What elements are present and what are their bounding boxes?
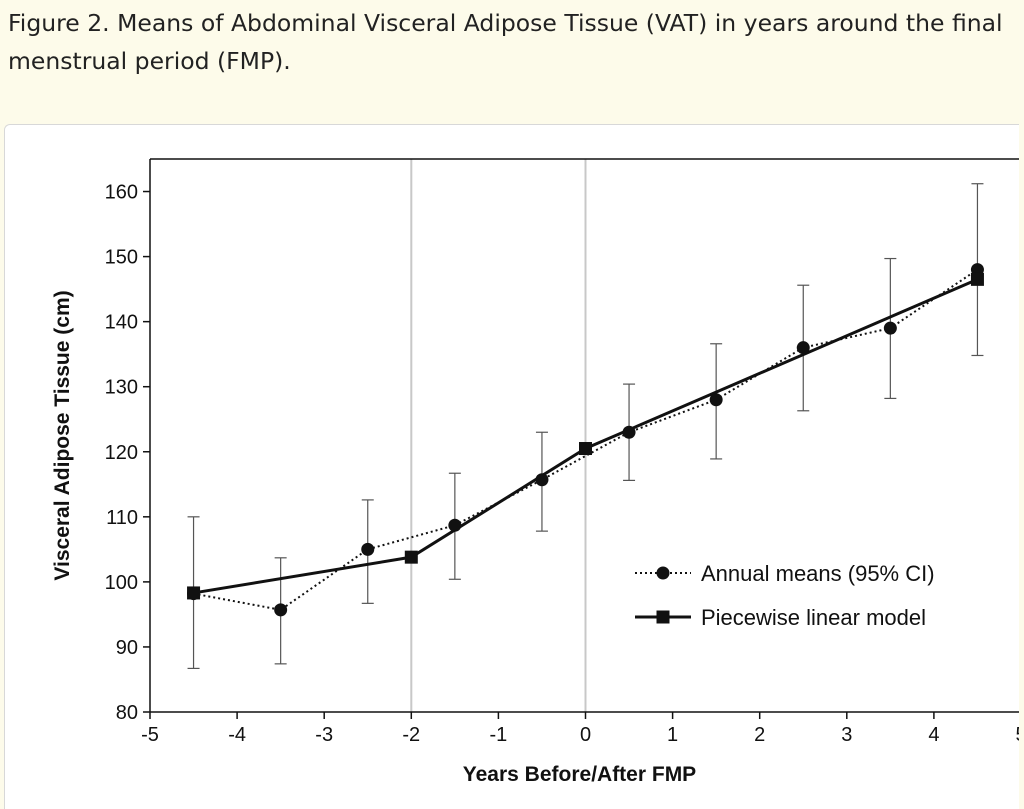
figure-caption: Figure 2. Means of Abdominal Visceral Ad…	[8, 9, 1003, 75]
x-tick-label: 2	[754, 724, 765, 746]
chart-legend: Annual means (95% CI) Piecewise linear mo…	[635, 561, 935, 630]
legend-label-annual-means: Annual means (95% CI)	[701, 561, 935, 586]
annual-mean-point	[622, 425, 636, 439]
piecewise-model-point	[579, 442, 592, 456]
y-tick-label: 150	[105, 247, 138, 269]
x-tick-label: -4	[228, 724, 246, 746]
annual-mean-point	[970, 263, 984, 277]
x-tick-label: 3	[841, 724, 852, 746]
x-tick-label: -3	[315, 724, 333, 746]
piecewise-model-point	[404, 550, 418, 564]
legend-marker-circle	[656, 566, 670, 580]
annual-mean-point	[448, 518, 462, 532]
y-tick-label: 80	[116, 702, 138, 724]
annual-mean-point	[274, 603, 288, 617]
annual-means-line	[193, 268, 979, 611]
y-tick-label: 100	[105, 572, 138, 594]
y-tick-label: 130	[105, 377, 138, 399]
x-tick-label: 4	[928, 724, 939, 746]
annual-mean-point	[709, 393, 723, 407]
y-tick-label: 90	[116, 637, 138, 659]
piecewise-model-line	[193, 277, 979, 595]
chart-figure: 80 90 100 110 120 130 140 150 160 -5 -4 -3 -2 -1 0 1 2 3 4…	[4, 124, 1019, 809]
y-tick-label: 160	[105, 182, 138, 204]
y-tick-label: 120	[105, 442, 138, 464]
annual-mean-point	[883, 321, 897, 335]
legend-marker-square	[656, 610, 670, 624]
vat-line-chart: 80 90 100 110 120 130 140 150 160 -5 -4 -3 -2 -1 0 1 2 3 4…	[51, 158, 1019, 786]
annual-mean-point	[796, 341, 810, 355]
annual-mean-point	[535, 473, 549, 487]
x-tick-label: 0	[580, 724, 591, 746]
y-tick-label: 110	[106, 507, 138, 529]
y-axis-title: Visceral Adipose Tissue (cm)	[51, 290, 74, 580]
piecewise-model-point	[970, 272, 984, 286]
legend-label-piecewise: Piecewise linear model	[701, 605, 926, 630]
annual-mean-point	[361, 542, 375, 556]
x-axis-title: Years Before/After FMP	[463, 763, 696, 786]
x-tick-label: 5	[1015, 724, 1019, 746]
x-tick-label: -5	[141, 724, 159, 746]
y-tick-label: 140	[105, 312, 138, 334]
piecewise-model-point	[187, 586, 201, 600]
x-tick-label: 1	[667, 724, 678, 746]
x-tick-label: -1	[490, 724, 508, 746]
x-tick-label: -2	[402, 724, 420, 746]
